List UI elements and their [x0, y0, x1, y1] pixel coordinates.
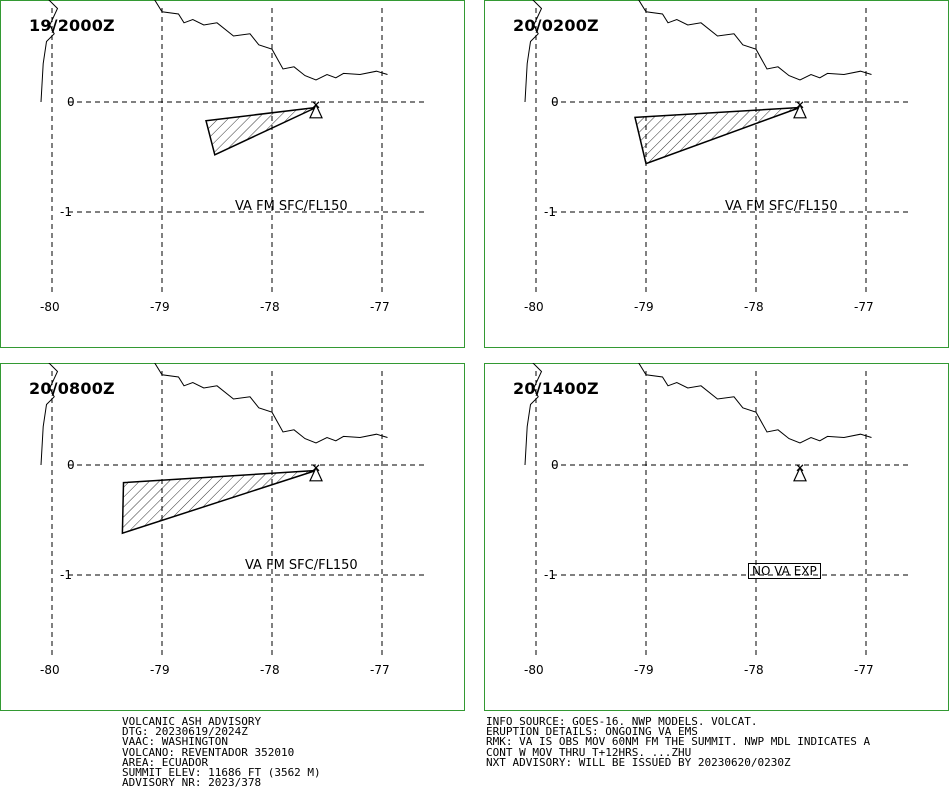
volcano-icon [793, 466, 807, 482]
x-tick-label: -78 [744, 663, 764, 677]
x-tick-label: -77 [854, 663, 874, 677]
y-tick-label: -1 [544, 205, 556, 219]
forecast-panel-4: 20/1400Z -80 -79 -78 -77 0 -1 NO VA EXP [484, 363, 949, 711]
coastline-west [40, 0, 59, 103]
y-tick-label: -1 [544, 568, 556, 582]
x-tick-label: -80 [524, 663, 544, 677]
y-tick-label: 0 [67, 458, 75, 472]
eruption-mark-icon [796, 464, 804, 472]
coastline-west [524, 0, 543, 103]
coastline [154, 363, 388, 444]
volcano-icon [309, 466, 323, 482]
panel-frame [0, 363, 465, 711]
volcano-icon [309, 103, 323, 119]
va-height-label: VA FM SFC/FL150 [725, 199, 838, 214]
eruption-mark-icon [796, 101, 804, 109]
panel-valid-time: 20/1400Z [513, 379, 599, 398]
y-tick-label: 0 [67, 95, 75, 109]
panel-valid-time: 20/0800Z [29, 379, 115, 398]
forecast-panel-1: 19/2000Z -80 -79 -78 -77 0 -1 VA FM SFC/FL150 [0, 0, 465, 348]
panel-frame [0, 0, 465, 348]
eruption-mark-icon [312, 101, 320, 109]
x-tick-label: -79 [634, 300, 654, 314]
x-tick-label: -79 [150, 300, 170, 314]
coastline [638, 363, 872, 444]
panel-frame [484, 363, 949, 711]
panel-frame [484, 0, 949, 348]
map-canvas [484, 0, 949, 348]
map-canvas [484, 363, 949, 711]
ash-cloud-polygon [634, 106, 801, 165]
advisory-text-left: VOLCANIC ASH ADVISORY DTG: 20230619/2024… [122, 715, 321, 790]
map-canvas [0, 363, 465, 711]
va-height-label: VA FM SFC/FL150 [235, 199, 348, 214]
x-tick-label: -77 [370, 663, 390, 677]
forecast-panel-3: 20/0800Z -80 -79 -78 -77 0 -1 VA FM SFC/FL150 [0, 363, 465, 711]
no-va-expected-label: NO VA EXP [748, 563, 821, 579]
x-tick-label: -77 [370, 300, 390, 314]
advisory-text-right: INFO SOURCE: GOES-16. NWP MODELS. VOLCAT… [486, 715, 871, 769]
panel-valid-time: 20/0200Z [513, 16, 599, 35]
eruption-mark-icon [312, 464, 320, 472]
x-tick-label: -78 [260, 663, 280, 677]
ash-cloud-polygon [205, 106, 317, 156]
forecast-panel-2: 20/0200Z -80 -79 -78 -77 0 -1 VA FM SFC/FL150 [484, 0, 949, 348]
map-canvas [0, 0, 465, 348]
va-height-label: VA FM SFC/FL150 [245, 558, 358, 573]
x-tick-label: -79 [150, 663, 170, 677]
x-tick-label: -80 [40, 300, 60, 314]
x-tick-label: -77 [854, 300, 874, 314]
y-tick-label: 0 [551, 458, 559, 472]
x-tick-label: -79 [634, 663, 654, 677]
coastline [638, 0, 872, 81]
ash-cloud-polygon [121, 469, 317, 535]
coastline [154, 0, 388, 81]
x-tick-label: -78 [744, 300, 764, 314]
y-tick-label: -1 [60, 568, 72, 582]
x-tick-label: -78 [260, 300, 280, 314]
y-tick-label: 0 [551, 95, 559, 109]
x-tick-label: -80 [524, 300, 544, 314]
y-tick-label: -1 [60, 205, 72, 219]
x-tick-label: -80 [40, 663, 60, 677]
coastline-west [524, 363, 543, 466]
volcano-icon [793, 103, 807, 119]
coastline-west [40, 363, 59, 466]
panel-valid-time: 19/2000Z [29, 16, 115, 35]
